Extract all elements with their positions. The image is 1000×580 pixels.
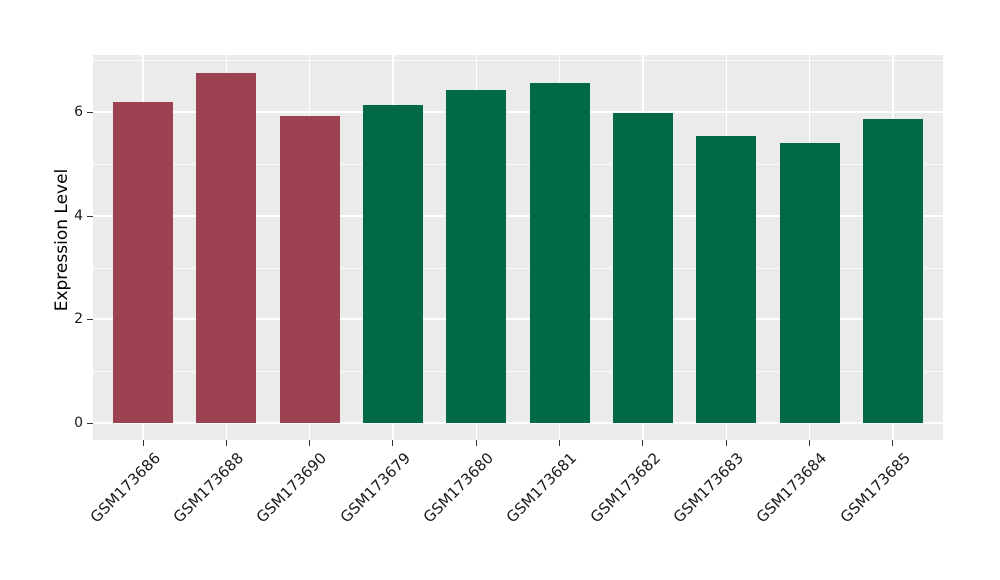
y-tick-label: 0 bbox=[74, 415, 83, 431]
y-axis-title: Expression Level bbox=[52, 168, 72, 312]
y-tick-label: 4 bbox=[74, 207, 83, 224]
major-gridline bbox=[93, 111, 943, 113]
x-tick bbox=[309, 440, 311, 446]
x-tick-label: GSM173681 bbox=[503, 449, 581, 527]
bar-GSM173681 bbox=[529, 82, 590, 423]
x-tick bbox=[725, 440, 727, 446]
major-gridline bbox=[93, 214, 943, 217]
x-tick bbox=[225, 440, 227, 446]
bar-GSM173690 bbox=[279, 116, 340, 423]
x-tick bbox=[142, 440, 144, 446]
x-tick-label: GSM173690 bbox=[253, 449, 331, 527]
x-tick bbox=[642, 440, 644, 446]
x-tick bbox=[809, 440, 811, 446]
bar-GSM173680 bbox=[446, 89, 507, 423]
x-tick bbox=[392, 440, 394, 446]
bar-GSM173685 bbox=[862, 118, 923, 423]
x-tick-label: GSM173684 bbox=[753, 449, 831, 527]
y-tick bbox=[87, 423, 93, 424]
x-tick-label: GSM173680 bbox=[419, 449, 498, 527]
x-tick-label: GSM173683 bbox=[669, 449, 748, 527]
x-tick-label: GSM173685 bbox=[836, 449, 914, 527]
y-tick-label: 6 bbox=[74, 104, 83, 120]
y-tick-label: 2 bbox=[74, 311, 83, 328]
x-tick-label: GSM173686 bbox=[86, 449, 164, 527]
x-tick bbox=[475, 440, 477, 446]
major-gridline bbox=[93, 422, 943, 424]
y-tick bbox=[87, 319, 93, 321]
plot-panel bbox=[93, 55, 943, 440]
x-tick bbox=[559, 440, 561, 446]
minor-gridline bbox=[93, 60, 943, 62]
major-gridline bbox=[93, 318, 943, 321]
x-tick bbox=[892, 440, 894, 446]
bar-GSM173683 bbox=[696, 135, 757, 423]
x-tick-label: GSM173688 bbox=[169, 449, 248, 527]
minor-gridline bbox=[93, 371, 943, 373]
bar-GSM173688 bbox=[196, 73, 257, 423]
y-tick bbox=[87, 112, 93, 113]
minor-gridline bbox=[93, 267, 943, 269]
x-tick-label: GSM173682 bbox=[586, 449, 664, 527]
bar-GSM173684 bbox=[779, 143, 840, 423]
y-tick bbox=[87, 215, 93, 217]
bar-GSM173682 bbox=[612, 113, 673, 423]
minor-gridline bbox=[93, 163, 943, 165]
bar-GSM173679 bbox=[362, 104, 423, 423]
x-tick-label: GSM173679 bbox=[336, 449, 414, 527]
bar-GSM173686 bbox=[113, 101, 173, 423]
